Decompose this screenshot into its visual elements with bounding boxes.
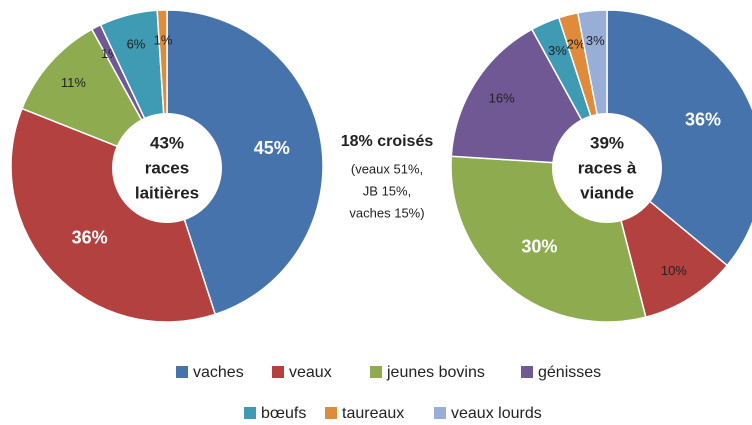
annotation-line: JB 15%, [363,183,411,198]
data-label: 2% [567,37,586,52]
center-hole [112,113,222,223]
center-label: races à [578,158,637,177]
center-label: races [145,158,189,177]
center-hole [552,113,662,223]
data-label: 11% [61,75,86,90]
legend-label: veaux lourds [451,405,542,422]
data-label: 36% [72,227,108,247]
legend-swatch [521,366,533,378]
center-label: 39% [590,133,624,152]
center-label: 43% [150,133,184,152]
legend-label: vaches [193,364,244,381]
data-label: 45% [254,138,290,158]
data-label: 3% [548,43,567,58]
legend-label: bœufs [261,405,306,422]
annotation-title: 18% croisés [341,133,434,150]
legend-swatch [176,366,188,378]
data-label: 30% [521,236,557,256]
annotation-line: (veaux 51%, [351,161,423,176]
annotation-line: vaches 15%) [349,205,424,220]
center-label: laitières [135,183,199,202]
legend-label: génisses [538,364,601,381]
legend-label: veaux [289,364,332,381]
center-label: viande [580,183,634,202]
pie-slice [10,107,217,323]
legend-swatch [325,407,337,419]
data-label: 1% [154,33,173,48]
data-label: 10% [661,263,687,278]
data-label: 6% [127,37,146,52]
pie-slice [166,9,324,316]
legend-swatch [370,366,382,378]
legend-label: taureaux [342,405,404,422]
legend-label: jeunes bovins [386,364,485,381]
legend-swatch [244,407,256,419]
legend-swatch [272,366,284,378]
legend-swatch [434,407,446,419]
data-label: 36% [685,110,721,130]
pie-slice [606,9,752,267]
data-label: 16% [489,91,515,106]
data-label: 3% [586,33,605,48]
